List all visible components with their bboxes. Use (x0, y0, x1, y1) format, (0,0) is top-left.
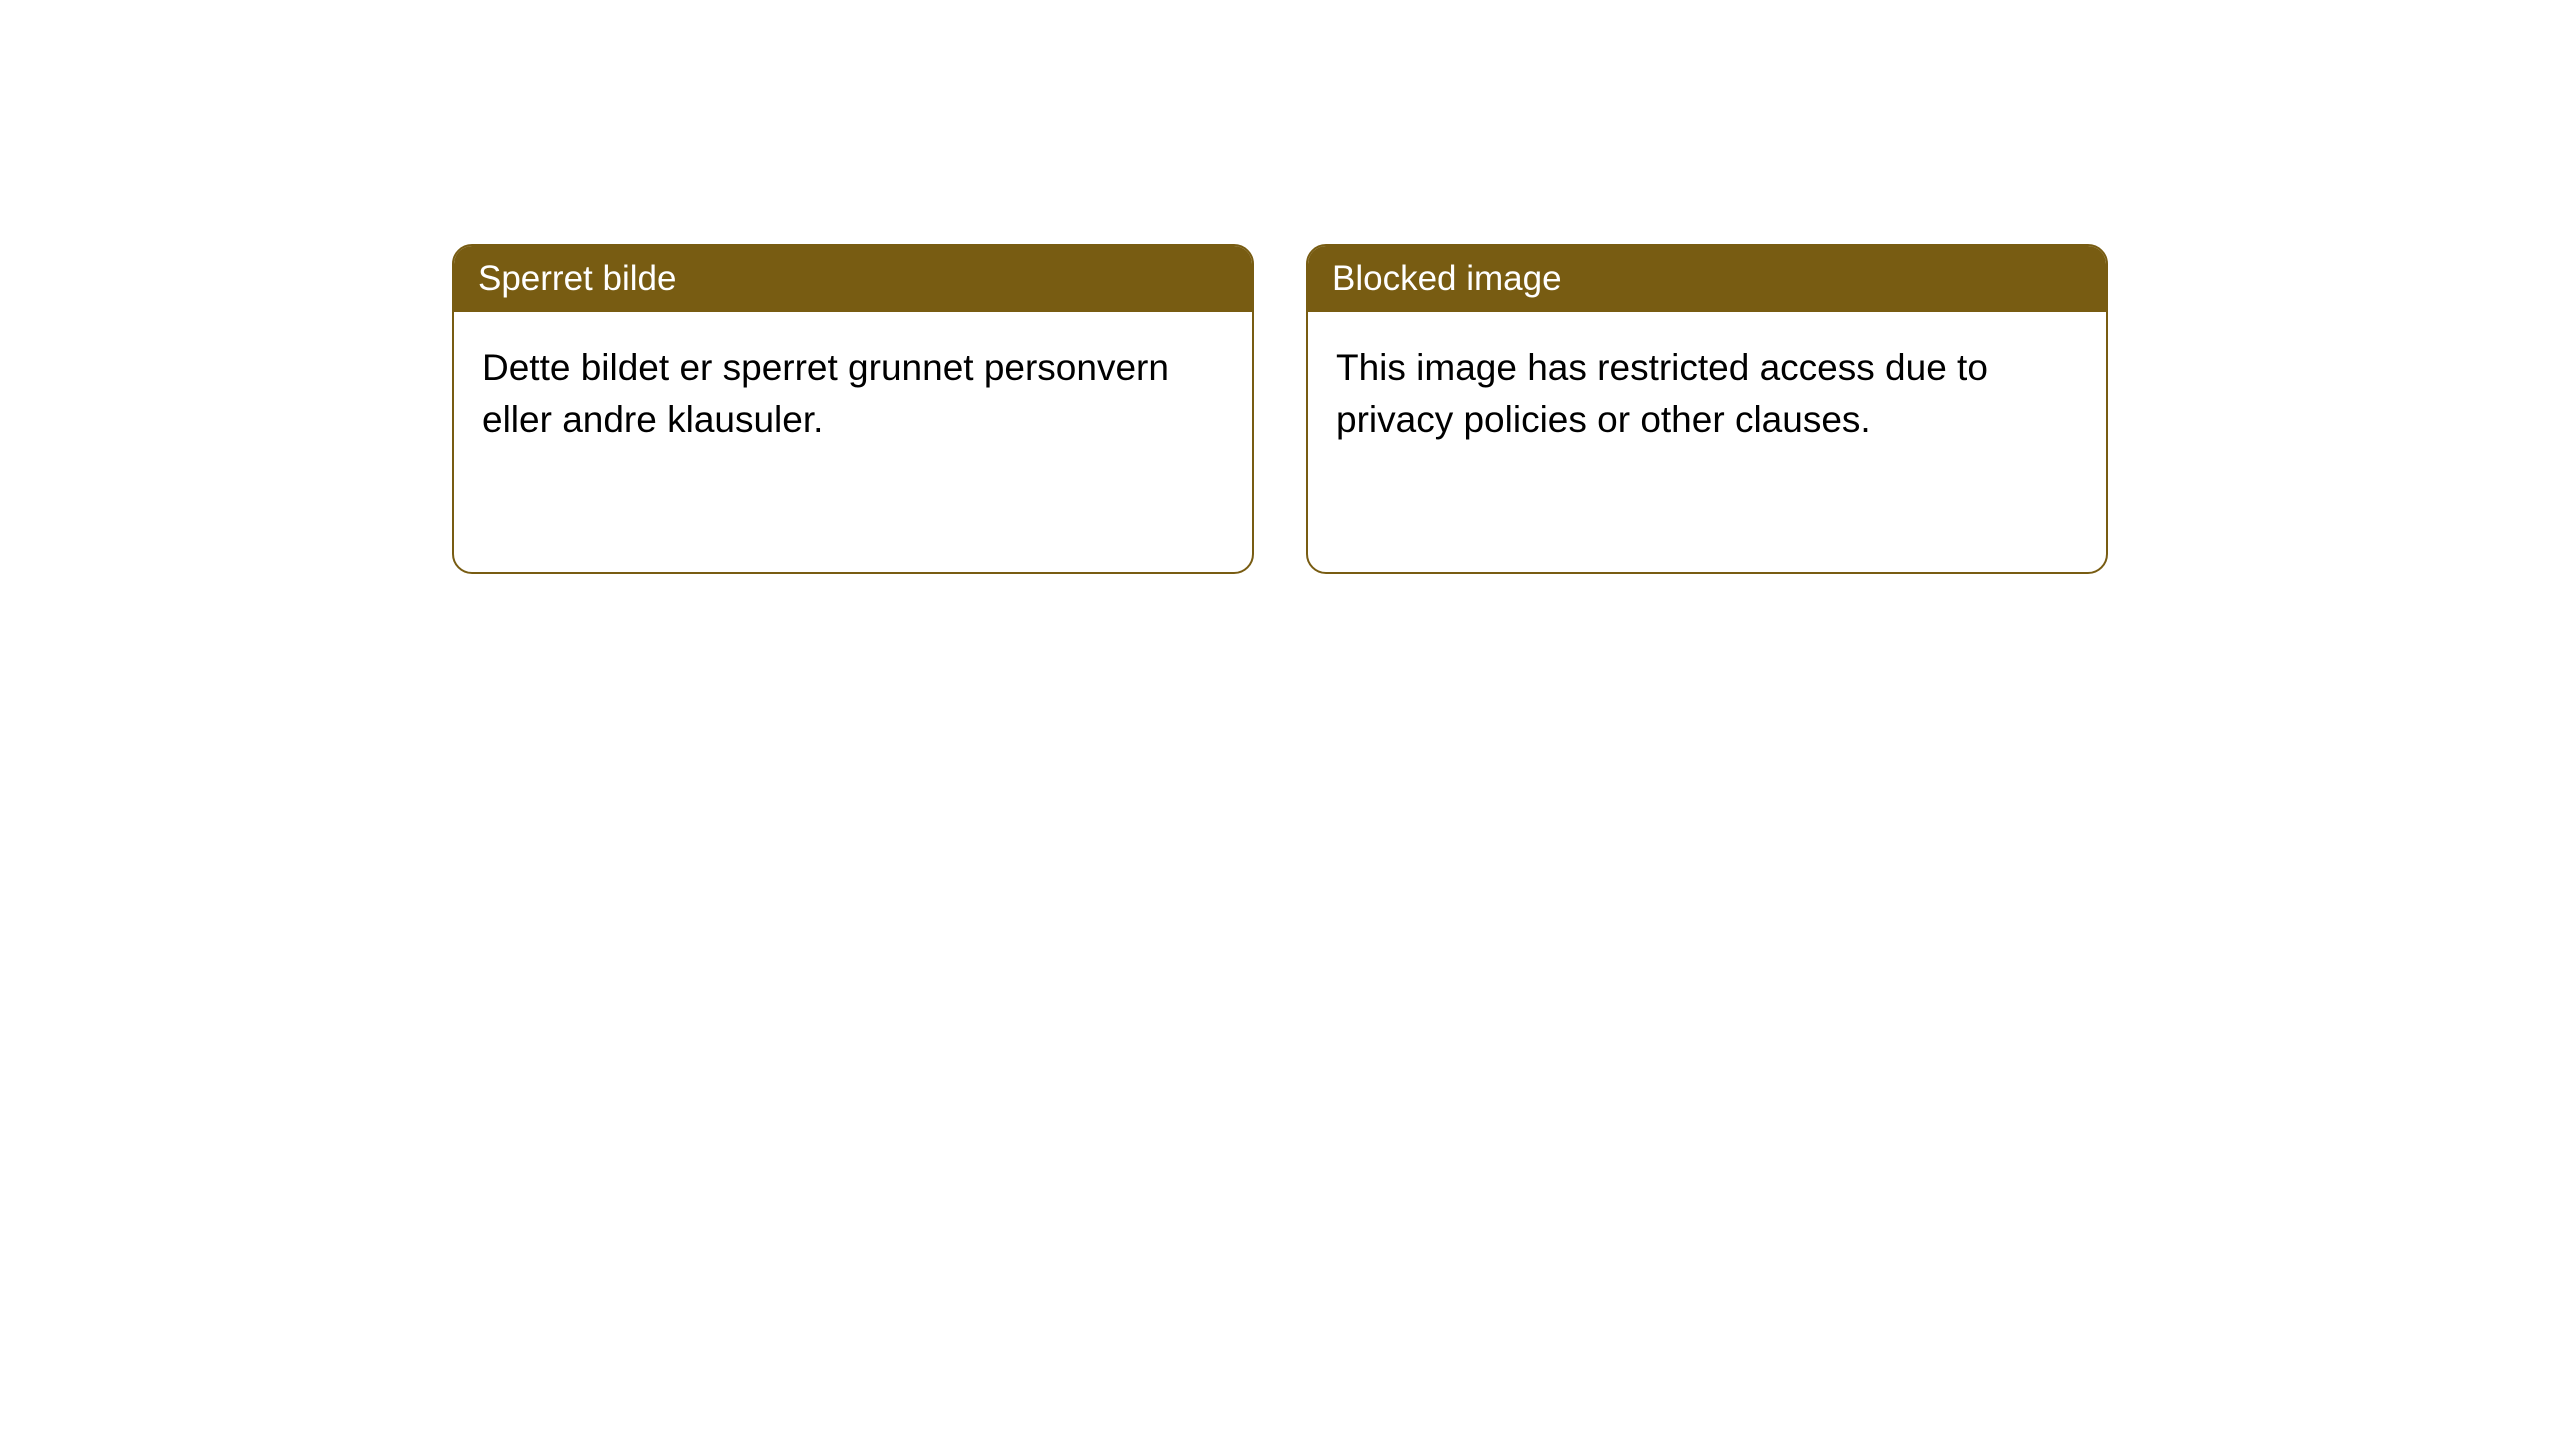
card-header-norwegian: Sperret bilde (454, 246, 1252, 312)
blocked-image-card-english: Blocked image This image has restricted … (1306, 244, 2108, 574)
card-header-english: Blocked image (1308, 246, 2106, 312)
card-body-norwegian: Dette bildet er sperret grunnet personve… (454, 312, 1252, 476)
blocked-image-notices: Sperret bilde Dette bildet er sperret gr… (452, 244, 2108, 574)
blocked-image-card-norwegian: Sperret bilde Dette bildet er sperret gr… (452, 244, 1254, 574)
card-body-english: This image has restricted access due to … (1308, 312, 2106, 476)
